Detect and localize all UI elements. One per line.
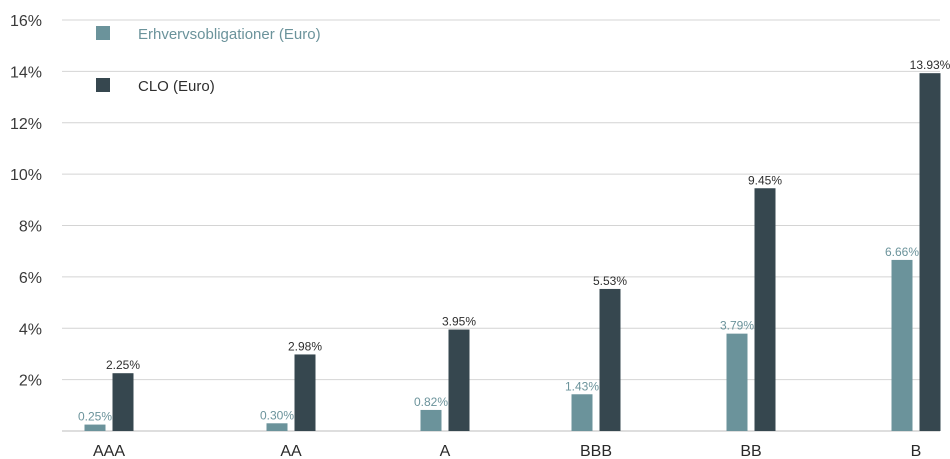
bar-BBB-series-0 (571, 394, 593, 431)
bar-AA-series-1 (294, 354, 316, 431)
y-tick-label: 12% (10, 116, 42, 133)
data-label: 2.25% (106, 358, 140, 372)
data-label: 1.43% (565, 379, 599, 393)
data-label: 2.98% (288, 339, 322, 353)
bar-B-series-1 (919, 73, 941, 431)
data-label: 0.25% (78, 410, 112, 424)
legend-swatch (96, 26, 110, 40)
bar-A-series-1 (448, 329, 470, 431)
legend-swatch (96, 78, 110, 92)
y-tick-label: 16% (10, 13, 42, 30)
data-labels: 0.25% 2.25% 0.30% 2.98% 0.82% 3.95% 1.43% 5.53%… (78, 58, 950, 423)
x-tick-label: AA (280, 443, 302, 459)
y-tick-label: 8% (19, 219, 42, 236)
bars (84, 73, 941, 431)
data-label: 5.53% (593, 274, 627, 288)
data-label: 3.95% (442, 315, 476, 329)
x-tick-label: BBB (580, 443, 612, 459)
bar-B-series-0 (891, 259, 913, 431)
data-label: 0.30% (260, 408, 294, 422)
gridlines (62, 19, 940, 432)
bar-AA-series-0 (266, 423, 288, 431)
y-tick-label: 10% (10, 167, 42, 184)
bar-AAA-series-1 (112, 373, 134, 431)
y-tick-label: 4% (19, 321, 42, 338)
legend-label: CLO (Euro) (138, 78, 215, 95)
bar-BB-series-0 (726, 333, 748, 431)
legend: Erhvervsobligationer (Euro) CLO (Euro) (96, 26, 321, 95)
data-label: 0.82% (414, 395, 448, 409)
x-tick-label: B (911, 443, 922, 459)
x-tick-label: BB (740, 443, 761, 459)
bar-A-series-0 (420, 409, 442, 431)
legend-label: Erhvervsobligationer (Euro) (138, 26, 321, 43)
y-axis-ticks: 2% 4% 6% 8% 10% 12% 14% 16% (10, 13, 42, 390)
x-tick-label: A (440, 443, 451, 459)
x-tick-label: AAA (93, 443, 125, 459)
y-tick-label: 6% (19, 270, 42, 287)
data-label: 3.79% (720, 319, 754, 333)
data-label: 13.93% (910, 58, 950, 72)
data-label: 9.45% (748, 173, 782, 187)
data-label: 6.66% (885, 245, 919, 259)
x-axis-ticks: AAA AA A BBB BB B (93, 443, 921, 459)
bar-BBB-series-1 (599, 288, 621, 431)
y-tick-label: 14% (10, 64, 42, 81)
bar-AAA-series-0 (84, 424, 106, 431)
y-tick-label: 2% (19, 373, 42, 390)
bar-BB-series-1 (754, 188, 776, 431)
